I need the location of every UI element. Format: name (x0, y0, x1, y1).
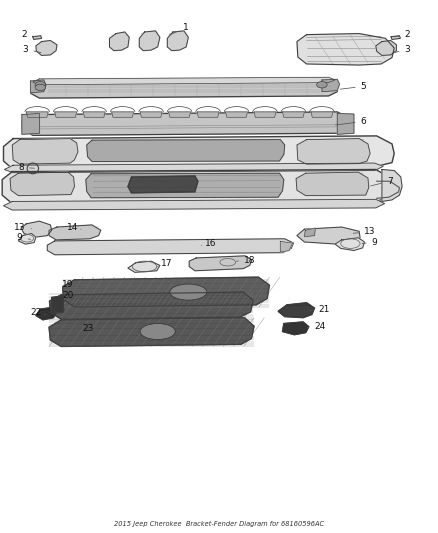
Polygon shape (337, 114, 354, 134)
Polygon shape (26, 112, 48, 117)
Polygon shape (47, 239, 293, 255)
Polygon shape (311, 112, 333, 117)
Polygon shape (33, 77, 335, 85)
Text: 14: 14 (67, 223, 81, 231)
Text: 9: 9 (362, 238, 378, 247)
Ellipse shape (35, 82, 46, 88)
Text: 22: 22 (31, 309, 46, 317)
Polygon shape (21, 221, 52, 237)
Polygon shape (49, 225, 101, 240)
Polygon shape (49, 292, 253, 319)
Polygon shape (382, 169, 402, 201)
Polygon shape (304, 228, 315, 237)
Polygon shape (55, 112, 77, 117)
Text: 7: 7 (371, 177, 393, 186)
Polygon shape (376, 41, 396, 55)
Text: 23: 23 (82, 325, 96, 333)
Polygon shape (22, 114, 39, 134)
Polygon shape (12, 139, 78, 164)
Text: 18: 18 (237, 256, 255, 264)
Text: 21: 21 (309, 305, 330, 313)
Polygon shape (10, 172, 74, 196)
Polygon shape (169, 112, 191, 117)
Ellipse shape (35, 84, 46, 91)
Ellipse shape (170, 284, 207, 300)
Ellipse shape (317, 82, 327, 88)
Polygon shape (322, 79, 339, 92)
Polygon shape (4, 136, 394, 169)
Polygon shape (128, 176, 198, 193)
Polygon shape (86, 173, 284, 198)
Polygon shape (4, 199, 385, 210)
Text: 3: 3 (22, 45, 41, 53)
Text: 9: 9 (17, 233, 31, 242)
Polygon shape (283, 112, 304, 117)
Ellipse shape (140, 324, 175, 340)
Polygon shape (335, 238, 364, 251)
Text: 20: 20 (62, 291, 81, 300)
Polygon shape (63, 277, 269, 307)
Polygon shape (33, 36, 42, 39)
Polygon shape (112, 112, 134, 117)
Polygon shape (297, 139, 370, 164)
Text: 13: 13 (14, 223, 32, 231)
Polygon shape (2, 169, 392, 204)
Polygon shape (22, 112, 350, 135)
Polygon shape (31, 80, 46, 93)
Text: 8: 8 (18, 163, 35, 172)
Polygon shape (197, 112, 219, 117)
Polygon shape (296, 172, 369, 196)
Polygon shape (36, 41, 57, 55)
Text: 3: 3 (395, 45, 410, 53)
Text: 13: 13 (353, 228, 376, 236)
Polygon shape (18, 233, 36, 244)
Polygon shape (87, 140, 285, 161)
Text: 17: 17 (158, 260, 172, 268)
Polygon shape (254, 112, 276, 117)
Polygon shape (4, 163, 383, 173)
Polygon shape (139, 31, 160, 51)
Polygon shape (167, 31, 188, 51)
Polygon shape (52, 296, 64, 313)
Polygon shape (278, 303, 314, 318)
Polygon shape (391, 36, 400, 39)
Text: 19: 19 (62, 280, 81, 288)
Text: 24: 24 (307, 322, 325, 330)
Polygon shape (31, 79, 337, 98)
Text: 2015 Jeep Cherokee  Bracket-Fender Diagram for 68160596AC: 2015 Jeep Cherokee Bracket-Fender Diagra… (114, 521, 324, 527)
Polygon shape (110, 32, 129, 51)
Polygon shape (128, 261, 160, 272)
Polygon shape (297, 34, 394, 65)
Text: 16: 16 (201, 239, 216, 248)
Polygon shape (36, 308, 56, 320)
Text: 6: 6 (336, 117, 367, 126)
Text: 2: 2 (395, 30, 410, 39)
Polygon shape (83, 112, 105, 117)
Polygon shape (140, 112, 162, 117)
Text: 5: 5 (340, 82, 367, 91)
Polygon shape (226, 112, 247, 117)
Polygon shape (49, 318, 254, 346)
Text: 1: 1 (169, 23, 189, 35)
Polygon shape (297, 227, 360, 244)
Polygon shape (280, 241, 293, 252)
Polygon shape (283, 322, 309, 335)
Polygon shape (189, 256, 252, 271)
Text: 2: 2 (21, 30, 37, 39)
